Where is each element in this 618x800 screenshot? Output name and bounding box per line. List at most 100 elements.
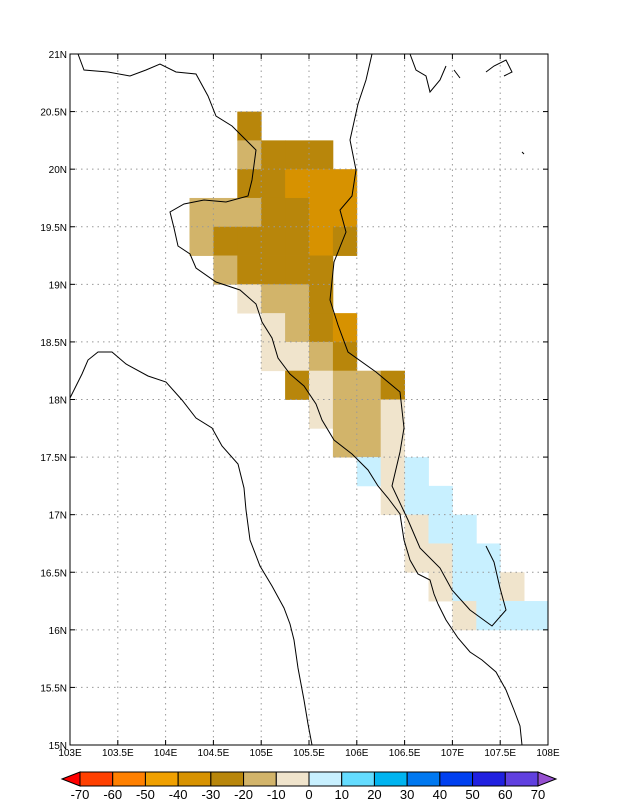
colorbar-swatch (406, 771, 441, 787)
grid-cell (237, 169, 262, 199)
colorbar-label: 0 (305, 787, 312, 800)
axis-ticks: 103E 103.5E 104E 104.5E 105E 105.5E 106E 106.5E… (40, 50, 560, 759)
colorbar-swatch (472, 771, 506, 787)
colorbar-swatch (177, 771, 212, 787)
coastline-east (329, 54, 507, 627)
x-tick-label: 104.5E (198, 748, 230, 759)
grid-cell (285, 226, 310, 256)
grid-cell (285, 284, 310, 314)
colorbar-label: 60 (498, 787, 512, 800)
grid-cell (404, 543, 429, 573)
y-tick-label: 20N (49, 165, 67, 176)
grid-cell (309, 399, 334, 429)
grid-cell (285, 341, 310, 372)
grid-cell (261, 197, 286, 228)
colorbar-label: -30 (201, 787, 220, 800)
y-tick-label: 18N (49, 396, 67, 407)
x-tick-label: 106E (345, 748, 369, 759)
colorbar-label: -60 (103, 787, 122, 800)
grid-cell (332, 341, 358, 372)
grid-cell (285, 370, 310, 400)
grid-cell (189, 226, 214, 256)
grid-cell (261, 284, 286, 314)
grid-cell (309, 370, 334, 400)
y-tick-label: 19N (49, 280, 67, 291)
grid-cell (404, 485, 429, 516)
grid-cell (213, 197, 238, 228)
x-tick-label: 104E (154, 748, 178, 759)
y-tick-label: 17N (49, 511, 67, 522)
colorbar-arrow-right (537, 771, 558, 787)
grid-cell (356, 399, 382, 429)
grid-cell (261, 341, 286, 372)
colorbar-label: 50 (465, 787, 479, 800)
grid-cell (332, 399, 358, 429)
grid-cell (189, 197, 214, 228)
grid-cell (261, 255, 286, 285)
grid-cell (261, 313, 286, 343)
data-cells (189, 111, 548, 631)
colorbar-swatch (504, 771, 539, 787)
grid-cell (332, 169, 358, 199)
grid-cell (428, 572, 453, 602)
grid-cell (261, 226, 286, 256)
y-tick-label: 16N (49, 626, 67, 637)
colorbar-swatch (210, 771, 245, 787)
y-tick-label: 19.5N (40, 223, 67, 234)
colorbar-label: -10 (267, 787, 286, 800)
colorbar-label: -70 (71, 787, 90, 800)
grid-cell (309, 341, 334, 372)
grid-cell (356, 428, 382, 458)
grid-cell (309, 169, 334, 199)
colorbar-label: 40 (433, 787, 447, 800)
coastline-bay (409, 54, 525, 155)
grid-cell (356, 370, 382, 400)
grid-cell (380, 428, 405, 458)
grid-cell (237, 255, 262, 285)
grid-cell (332, 226, 358, 256)
grid-cell (332, 197, 358, 228)
y-tick-label: 15.5N (40, 683, 67, 694)
grid-cell (285, 255, 310, 285)
colorbar-label: -40 (169, 787, 188, 800)
colorbar-label: 70 (531, 787, 545, 800)
colorbar-swatch (341, 771, 375, 787)
grid-cell (332, 370, 358, 400)
grid-cell (452, 601, 477, 631)
grid-cell (332, 313, 358, 343)
grid-cell (380, 485, 405, 516)
colorbar-label: -50 (136, 787, 155, 800)
grid-cell (452, 543, 477, 573)
y-tick-label: 18.5N (40, 338, 67, 349)
grid-cell (452, 514, 477, 544)
x-tick-label: 105.5E (293, 748, 325, 759)
x-tick-label: 108E (536, 748, 560, 759)
grid-cell (476, 543, 501, 573)
grid-cell (309, 226, 334, 256)
colorbar-swatch (373, 771, 408, 787)
grid-cell (428, 485, 453, 516)
y-tick-label: 15N (49, 741, 67, 752)
colorbar-label: 30 (400, 787, 414, 800)
colorbar-label: 10 (334, 787, 348, 800)
x-tick-label: 107.5E (484, 748, 516, 759)
border-line-west (70, 351, 313, 745)
grid-cell (237, 226, 262, 256)
x-tick-label: 103E (58, 748, 82, 759)
y-tick-label: 16.5N (40, 568, 67, 579)
grid-cell (404, 514, 429, 544)
grid-cell (476, 601, 501, 631)
grid-cell (452, 572, 477, 602)
colorbar-swatch (308, 771, 343, 787)
grid-cell (237, 111, 262, 141)
grid-cell (476, 572, 501, 602)
grid-cell (285, 169, 310, 199)
grid-cell (213, 255, 238, 285)
grid-cell (309, 313, 334, 343)
colorbar-label: 20 (367, 787, 381, 800)
border-line (77, 54, 439, 605)
grid-cell (213, 226, 238, 256)
colorbar-swatch (275, 771, 310, 787)
grid-cell (309, 197, 334, 228)
grid-cell (428, 514, 453, 544)
